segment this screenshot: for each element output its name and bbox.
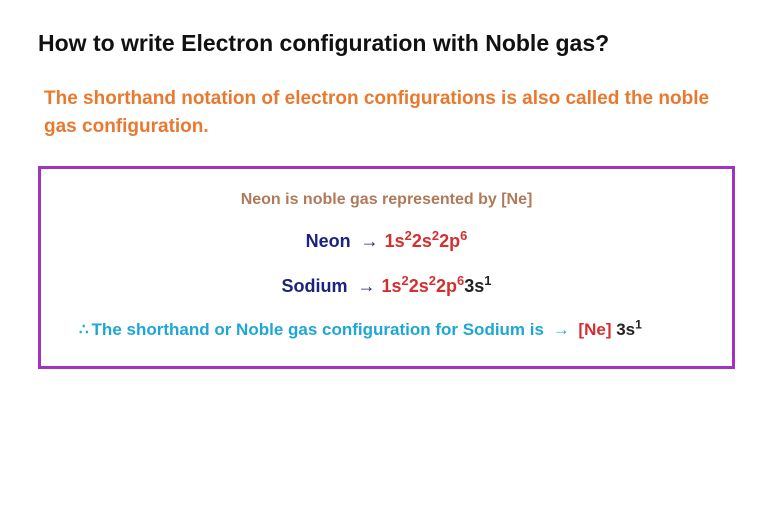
electron-config: 1s22s22p6 [385, 231, 468, 251]
arrow-icon: → [358, 276, 376, 296]
element-label: Sodium [282, 276, 348, 296]
config-row: Neon → 1s22s22p6 [79, 227, 694, 256]
subheading-text: The shorthand notation of electron confi… [38, 85, 735, 140]
config-rows: Neon → 1s22s22p6 Sodium → 1s22s22p63s1 [79, 227, 694, 301]
conclusion-text: The shorthand or Noble gas configuration… [92, 320, 544, 339]
arrow-icon: → [361, 231, 379, 251]
element-label: Neon [306, 231, 351, 251]
arrow-icon: → [553, 320, 570, 339]
example-box: Neon is noble gas represented by [Ne] Ne… [38, 166, 735, 369]
therefore-symbol: ∴ [79, 321, 88, 338]
conclusion: ∴The shorthand or Noble gas configuratio… [79, 317, 694, 343]
noble-gas-symbol: [Ne] [578, 320, 611, 339]
config-row: Sodium → 1s22s22p63s1 [79, 272, 694, 301]
electron-config: 1s22s22p63s1 [382, 276, 492, 296]
page-title: How to write Electron configuration with… [38, 30, 735, 57]
box-caption: Neon is noble gas represented by [Ne] [79, 191, 694, 209]
electron-config-extra: 3s1 [616, 320, 642, 339]
